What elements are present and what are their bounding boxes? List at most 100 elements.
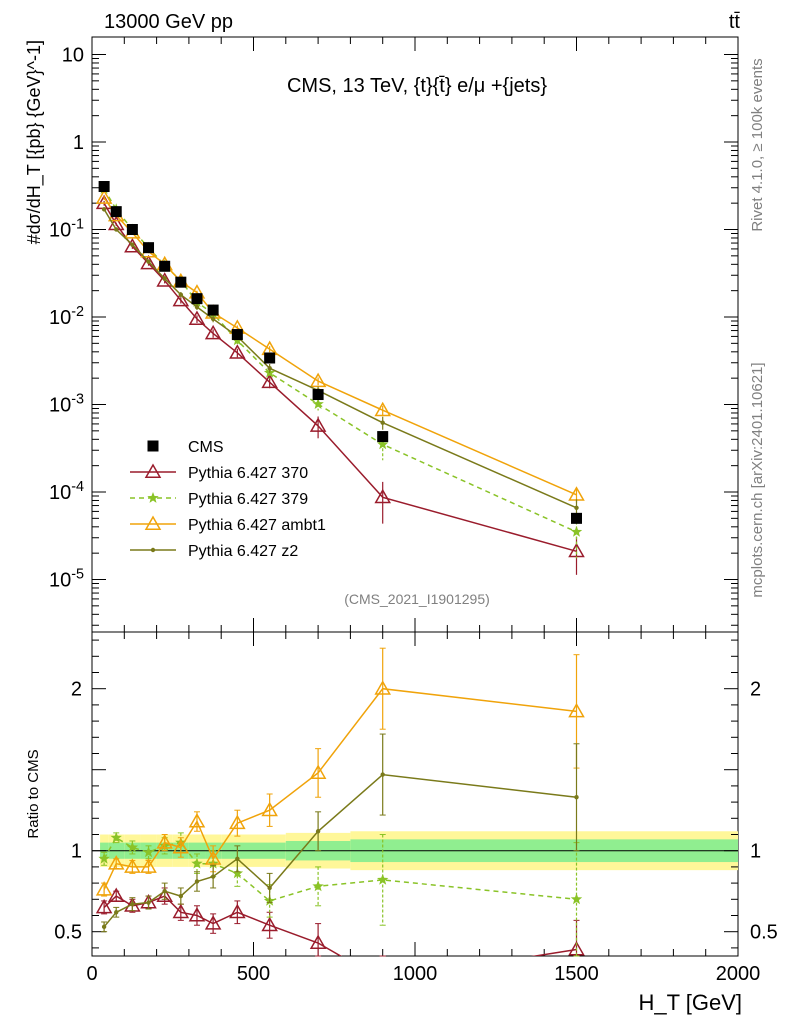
series-point-ratio-3 xyxy=(380,772,385,777)
series-point-ratio-1 xyxy=(126,841,139,853)
series-point-ratio-3 xyxy=(194,879,200,884)
series-point-main-2 xyxy=(374,401,391,417)
legend-label-0: CMS xyxy=(188,439,224,456)
chart-watermark: (CMS_2021_I1901295) xyxy=(344,591,490,607)
x-tick-label: 2000 xyxy=(716,963,761,985)
series-point-ratio-0 xyxy=(172,903,190,919)
series-point-main-3 xyxy=(162,276,167,281)
rivet-version-label: Rivet 4.1.0, ≥ 100k events xyxy=(749,58,766,231)
series-point-main-3 xyxy=(114,227,119,232)
y-tick-label-main: 1 xyxy=(73,132,84,154)
series-point-ratio-1 xyxy=(377,873,389,885)
series-point-ratio-3 xyxy=(210,874,216,879)
series-point-main-0 xyxy=(140,254,157,270)
y-axis-title-ratio: Ratio to CMS xyxy=(25,749,42,838)
y-tick-label-ratio-left: 0.5 xyxy=(54,922,82,944)
series-point-ratio-3 xyxy=(574,795,579,800)
series-point-main-0 xyxy=(261,373,278,389)
series-point-ratio-2 xyxy=(107,855,125,870)
series-point-ratio-3 xyxy=(114,910,119,915)
y-tick-label-ratio-left: 1 xyxy=(71,841,82,863)
legend-label-1: Pythia 6.427 370 xyxy=(188,465,308,482)
cms-point xyxy=(191,293,203,305)
series-point-main-2 xyxy=(95,189,113,204)
cms-point xyxy=(377,431,389,443)
series-point-ratio-0 xyxy=(95,898,113,914)
series-point-ratio-3 xyxy=(315,829,321,834)
cms-point xyxy=(264,352,276,364)
cms-point xyxy=(231,329,243,341)
series-point-ratio-2 xyxy=(124,858,141,873)
series-point-main-3 xyxy=(178,292,184,297)
legend-label-2: Pythia 6.427 379 xyxy=(188,491,308,508)
series-point-ratio-2 xyxy=(204,850,222,865)
series-point-main-3 xyxy=(574,505,579,510)
cms-point xyxy=(175,276,187,288)
series-point-ratio-3 xyxy=(130,901,135,907)
series-point-main-1 xyxy=(570,525,583,537)
cms-point xyxy=(98,181,110,193)
series-point-ratio-0 xyxy=(107,887,125,903)
y-tick-label-main: 10-3 xyxy=(49,392,84,417)
cms-point xyxy=(143,242,155,254)
series-point-ratio-2 xyxy=(156,834,173,849)
series-point-main-3 xyxy=(210,316,216,322)
series-point-ratio-3 xyxy=(146,900,151,905)
ratio-panel-frame xyxy=(91,631,739,957)
series-point-ratio-2 xyxy=(140,858,157,873)
series-point-main-3 xyxy=(130,242,135,247)
y-tick-label-main: 10-5 xyxy=(49,567,84,592)
x-tick-label: 1000 xyxy=(393,963,438,985)
series-point-ratio-3 xyxy=(178,893,184,899)
legend-marker-4 xyxy=(150,547,156,553)
y-tick-label-ratio-right: 2 xyxy=(750,679,761,701)
series-point-ratio-2 xyxy=(309,764,327,779)
series-point-ratio-0 xyxy=(156,887,173,903)
series-point-ratio-3 xyxy=(267,885,272,891)
y-tick-label-main: 10 xyxy=(62,45,84,67)
series-point-main-0 xyxy=(204,324,222,340)
y-tick-label-main: 10-2 xyxy=(49,304,84,329)
chart-title: CMS, 13 TeV, {t}{t̄} e/μ +{jets} xyxy=(287,75,547,97)
cms-point xyxy=(126,224,138,235)
series-point-main-0 xyxy=(188,310,206,325)
y-tick-label-main: 10-1 xyxy=(49,217,84,242)
x-tick-label: 0 xyxy=(86,963,97,985)
series-point-main-0 xyxy=(229,344,246,359)
series-point-main-3 xyxy=(380,420,385,425)
series-point-main-1 xyxy=(377,438,389,450)
series-point-main-0 xyxy=(156,272,173,287)
cms-point xyxy=(571,512,582,524)
series-point-ratio-0 xyxy=(188,906,206,922)
series-point-main-3 xyxy=(101,207,107,212)
series-point-ratio-0 xyxy=(261,916,278,932)
series-point-ratio-1 xyxy=(98,852,110,864)
legend-marker-1 xyxy=(144,463,162,478)
series-point-ratio-1 xyxy=(191,857,203,869)
series-point-main-2 xyxy=(309,372,327,388)
series-point-ratio-0 xyxy=(204,915,222,930)
series-point-ratio-0 xyxy=(229,903,246,919)
header-right-label: tt̄ xyxy=(729,11,741,33)
x-tick-label: 500 xyxy=(237,963,270,985)
series-point-ratio-2 xyxy=(95,881,113,896)
series-point-ratio-2 xyxy=(568,702,585,718)
series-point-main-0 xyxy=(124,237,141,253)
y-tick-label-main: 10-4 xyxy=(49,479,84,504)
series-point-ratio-3 xyxy=(162,889,167,894)
series-point-main-3 xyxy=(146,259,151,264)
y-axis-title-main: #dσ/dH_T [{pb} {GeV}^-1] xyxy=(24,40,45,244)
series-point-ratio-2 xyxy=(188,813,206,828)
series-point-main-0 xyxy=(374,488,391,504)
header-left-label: 13000 GeV pp xyxy=(104,11,233,33)
y-tick-label-ratio-right: 1 xyxy=(750,841,761,863)
mcplots-label: mcplots.cern.ch [arXiv:2401.10621] xyxy=(749,362,766,597)
legend-marker-2 xyxy=(147,492,159,503)
series-point-main-3 xyxy=(194,304,200,310)
series-point-ratio-2 xyxy=(229,814,246,830)
cms-point xyxy=(207,304,219,316)
legend-marker-0 xyxy=(147,440,159,452)
series-line-ratio-0 xyxy=(103,895,577,956)
series-point-ratio-0 xyxy=(309,934,327,950)
